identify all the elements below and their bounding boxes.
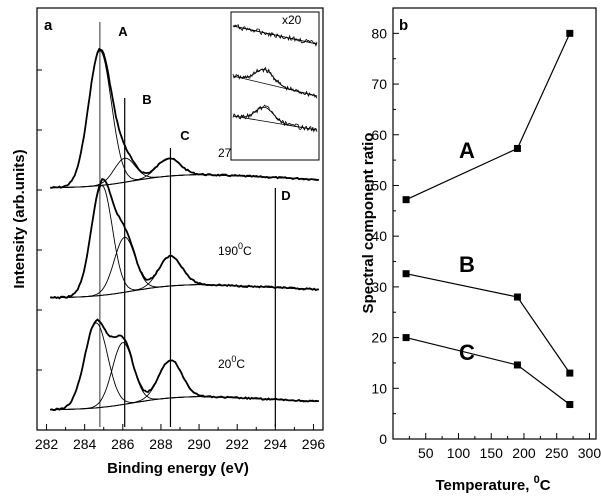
y-tick-label-50: 50	[371, 177, 387, 193]
component-C	[50, 359, 319, 411]
y-tick-label-10: 10	[371, 380, 387, 396]
component-B	[50, 157, 319, 189]
spectrum-190C	[49, 178, 319, 300]
panel-a-x-axis-title: Binding energy (eV)	[107, 460, 249, 477]
series-C: C	[402, 334, 574, 409]
x-tick-label-292: 292	[226, 436, 250, 452]
data-point-A-20	[402, 196, 410, 204]
data-point-C-20	[402, 334, 410, 342]
x-tick-label-294: 294	[264, 436, 288, 452]
component-C	[50, 157, 319, 189]
series-label-C: C	[459, 340, 475, 365]
x-tick-label-296: 296	[302, 436, 326, 452]
spectrum-20C	[50, 318, 319, 411]
degree-symbol: 0	[231, 354, 236, 364]
peak-label-B: B	[142, 92, 151, 107]
temperature-unit: C	[236, 357, 245, 371]
panel-b-y-axis-title: Spectral component ratio	[360, 133, 377, 314]
inset-trace	[232, 104, 318, 133]
data-point-B-20	[402, 270, 410, 278]
inset-trace	[232, 24, 318, 48]
data-point-A-190	[513, 144, 521, 152]
spectrum-270C	[50, 47, 320, 189]
peak-label-A: A	[118, 24, 128, 39]
inset-baseline	[232, 25, 318, 45]
y-tick-label-60: 60	[371, 127, 387, 143]
x-tick-label-100: 100	[447, 445, 471, 461]
temperature-unit: C	[243, 244, 252, 258]
series-label-B: B	[459, 252, 475, 277]
peak-label-C: C	[180, 128, 190, 143]
temperature-labels: 2700C1900C200C	[218, 143, 252, 371]
data-point-B-270	[566, 369, 574, 377]
y-tick-label-20: 20	[371, 330, 387, 346]
x-tick-label-150: 150	[480, 445, 504, 461]
panel-b-axes: 0 10 20 30 40 50 60 70 80 50 100 150 200 250 300	[371, 25, 601, 461]
component-B	[50, 236, 319, 299]
panel-b: 0 10 20 30 40 50 60 70 80 50 100 150 200 250 300 A B C b…	[360, 7, 601, 494]
spectrum-envelope	[50, 318, 319, 411]
x-tick-label-286: 286	[111, 436, 135, 452]
inset-baseline	[232, 115, 318, 131]
component-A	[50, 184, 319, 299]
x-tick-label-288: 288	[149, 436, 173, 452]
panel-b-series: A B C	[402, 29, 574, 409]
panel-a-y-axis-title: Intensity (arb.units)	[11, 149, 28, 288]
data-point-C-190	[513, 361, 521, 369]
inset-traces	[232, 24, 318, 133]
x-tick-label-282: 282	[35, 436, 59, 452]
inset-scale-label: x20	[282, 13, 302, 27]
spectrum-envelope	[50, 47, 320, 189]
y-tick-label-0: 0	[379, 431, 387, 447]
panel-b-frame	[392, 7, 597, 440]
degree-symbol: 0	[534, 474, 540, 486]
panel-b-label: b	[399, 17, 408, 34]
data-point-B-190	[513, 293, 521, 301]
x-tick-label-300: 300	[578, 445, 601, 461]
x-tick-label-290: 290	[187, 436, 211, 452]
temperature-value: 190	[218, 244, 238, 258]
temperature-label-190: 1900C	[218, 241, 252, 258]
degree-symbol: 0	[238, 241, 243, 251]
y-tick-label-80: 80	[371, 25, 387, 41]
x-tick-label-250: 250	[545, 445, 569, 461]
series-A: A	[402, 29, 574, 204]
x-tick-label-200: 200	[512, 445, 536, 461]
temperature-value: 20	[218, 357, 232, 371]
peak-lines	[99, 22, 276, 427]
x-tick-label-50: 50	[418, 445, 434, 461]
component-C	[50, 255, 319, 299]
x-tick-label-284: 284	[73, 436, 97, 452]
series-B: B	[402, 252, 574, 377]
spectrum-envelope	[49, 178, 319, 300]
temperature-label-20: 200C	[218, 354, 245, 371]
y-tick-label-30: 30	[371, 279, 387, 295]
data-point-C-270	[566, 401, 574, 409]
series-line-A	[405, 33, 571, 201]
spectra	[49, 47, 320, 411]
peak-label-D: D	[281, 188, 290, 203]
panel-a-x-ticks: 282 284 286 288 290 292 294 296	[35, 69, 326, 452]
panel-a-label: a	[44, 17, 53, 34]
series-label-A: A	[459, 138, 475, 163]
peak-labels: A B C D	[118, 24, 290, 203]
y-tick-label-40: 40	[371, 228, 387, 244]
inset-baseline	[232, 75, 318, 97]
series-line-C	[405, 337, 571, 405]
y-tick-label-70: 70	[371, 76, 387, 92]
inset-panel: x20	[230, 11, 320, 161]
data-point-A-270	[566, 29, 574, 37]
panel-b-x-axis-title: Temperature, 0C	[435, 474, 550, 494]
